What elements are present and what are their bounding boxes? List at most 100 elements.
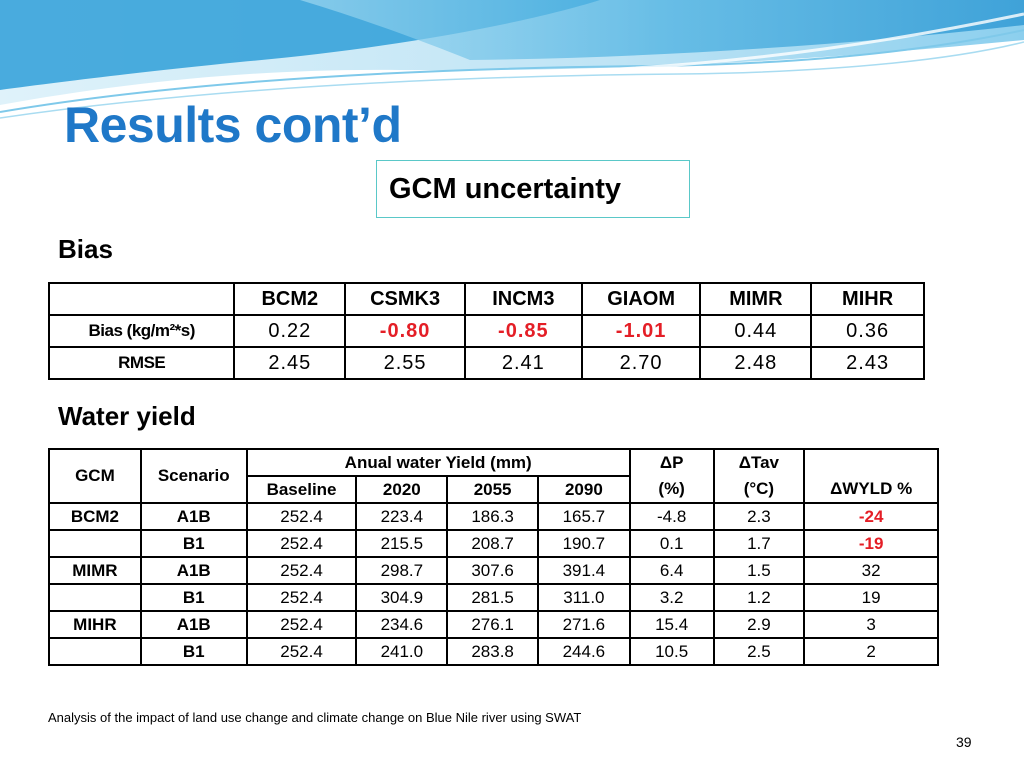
bias-row: Bias (kg/m²*s) 0.22 -0.80 -0.85 -1.01 0.… (47, 314, 925, 348)
water-yield-table: GCM Scenario Anual water Yield (mm) ΔP Δ… (48, 448, 939, 666)
dp-column-header: ΔP (628, 448, 715, 476)
rmse-row: RMSE 2.45 2.55 2.41 2.70 2.48 2.43 (47, 346, 925, 380)
table-row: B1 252.4 304.9 281.5 311.0 3.2 1.2 19 (48, 583, 939, 612)
rmse-value: 2.43 (810, 346, 925, 380)
dp-cell: 10.5 (628, 637, 715, 666)
gcm-cell: MIHR (48, 610, 142, 639)
dwyld-cell-negative: -24 (803, 502, 939, 531)
bias-value: 0.22 (233, 314, 347, 348)
year-2090-cell: 190.7 (536, 529, 631, 558)
water-yield-section-label: Water yield (58, 401, 196, 431)
table-row: MIHR A1B 252.4 234.6 276.1 271.6 15.4 2.… (48, 610, 939, 639)
year-2020-cell: 223.4 (355, 502, 449, 531)
dwyld-cell-negative: -19 (803, 529, 939, 558)
bias-header-cell: CSMK3 (344, 282, 466, 316)
header-wave-banner (0, 0, 1024, 119)
bias-value: 0.36 (810, 314, 925, 348)
dtav-cell: 2.9 (712, 610, 806, 639)
dtav-cell: 2.3 (712, 502, 806, 531)
year-2055-cell: 186.3 (446, 502, 539, 531)
baseline-cell: 252.4 (245, 637, 358, 666)
gcm-cell: BCM2 (48, 502, 142, 531)
dtav-cell: 1.2 (712, 583, 806, 612)
subtitle-box: GCM uncertainty (376, 160, 690, 218)
wy-header-row-1: GCM Scenario Anual water Yield (mm) ΔP Δ… (48, 448, 939, 504)
dwyld-cell: 32 (803, 556, 939, 585)
bias-value-negative: -0.85 (463, 314, 583, 348)
dtav-cell: 1.5 (712, 556, 806, 585)
year-2055-cell: 307.6 (446, 556, 539, 585)
baseline-cell: 252.4 (245, 583, 358, 612)
bias-value: 0.44 (699, 314, 813, 348)
dp-cell: -4.8 (628, 502, 715, 531)
year-2020-cell: 234.6 (355, 610, 449, 639)
rmse-value: 2.41 (463, 346, 583, 380)
year-2055-cell: 208.7 (446, 529, 539, 558)
annual-water-yield-header: Anual water Yield (mm) (245, 448, 631, 477)
bias-row-label: Bias (kg/m²*s) (47, 314, 236, 348)
dp-cell: 6.4 (628, 556, 715, 585)
scenario-column-header: Scenario (139, 448, 248, 504)
year-2055-column-header: 2055 (446, 475, 539, 504)
baseline-cell: 252.4 (245, 529, 358, 558)
year-2090-cell: 311.0 (536, 583, 631, 612)
rmse-value: 2.45 (233, 346, 347, 380)
bias-header-cell: MIHR (810, 282, 925, 316)
bias-header-cell (47, 282, 236, 316)
table-row: BCM2 A1B 252.4 223.4 186.3 165.7 -4.8 2.… (48, 502, 939, 531)
dtav-cell: 1.7 (712, 529, 806, 558)
rmse-value: 2.70 (580, 346, 702, 380)
bias-table: BCM2 CSMK3 INCM3 GIAOM MIMR MIHR Bias (k… (47, 282, 925, 380)
bias-header-cell: GIAOM (580, 282, 702, 316)
year-2020-column-header: 2020 (355, 475, 449, 504)
year-2020-cell: 215.5 (355, 529, 449, 558)
dwyld-cell: 19 (803, 583, 939, 612)
baseline-column-header: Baseline (245, 475, 358, 504)
dwyld-header-blank (803, 448, 939, 476)
bias-section-label: Bias (58, 234, 113, 264)
baseline-cell: 252.4 (245, 556, 358, 585)
bias-header-cell: MIMR (699, 282, 813, 316)
year-2020-cell: 304.9 (355, 583, 449, 612)
dp-unit-header: (%) (628, 476, 715, 504)
wy-header-row-2: Baseline 2020 2055 2090 (%) (°C) ΔWYLD % (49, 475, 939, 504)
dp-cell: 3.2 (628, 583, 715, 612)
scenario-cell: A1B (139, 502, 248, 531)
scenario-cell: B1 (139, 529, 248, 558)
dwyld-cell: 2 (803, 637, 939, 666)
scenario-cell: B1 (139, 637, 248, 666)
dp-cell: 0.1 (628, 529, 715, 558)
rmse-value: 2.48 (699, 346, 813, 380)
gcm-cell (48, 637, 142, 666)
bias-value-negative: -0.80 (344, 314, 466, 348)
year-2020-cell: 298.7 (355, 556, 449, 585)
gcm-cell (48, 529, 142, 558)
page-number: 39 (956, 734, 972, 750)
table-row: MIMR A1B 252.4 298.7 307.6 391.4 6.4 1.5… (48, 556, 939, 585)
gcm-cell: MIMR (48, 556, 142, 585)
slide-title: Results cont’d (64, 97, 402, 153)
year-2090-cell: 165.7 (536, 502, 631, 531)
scenario-cell: B1 (139, 583, 248, 612)
year-2090-cell: 271.6 (536, 610, 631, 639)
gcm-column-header: GCM (48, 448, 142, 504)
baseline-cell: 252.4 (245, 502, 358, 531)
dp-cell: 15.4 (628, 610, 715, 639)
year-2055-cell: 281.5 (446, 583, 539, 612)
rmse-value: 2.55 (344, 346, 466, 380)
dtav-unit-header: (°C) (712, 476, 806, 504)
dtav-cell: 2.5 (712, 637, 806, 666)
dwyld-column-header: ΔWYLD % (803, 476, 939, 504)
rmse-row-label: RMSE (47, 346, 236, 380)
year-2090-column-header: 2090 (536, 475, 631, 504)
footnote: Analysis of the impact of land use chang… (48, 710, 582, 725)
year-2090-cell: 244.6 (536, 637, 631, 666)
scenario-cell: A1B (139, 610, 248, 639)
bias-value-negative: -1.01 (580, 314, 702, 348)
dtav-column-header: ΔTav (712, 448, 806, 476)
scenario-cell: A1B (139, 556, 248, 585)
baseline-cell: 252.4 (245, 610, 358, 639)
gcm-cell (48, 583, 142, 612)
year-2055-cell: 283.8 (446, 637, 539, 666)
bias-header-cell: INCM3 (463, 282, 583, 316)
